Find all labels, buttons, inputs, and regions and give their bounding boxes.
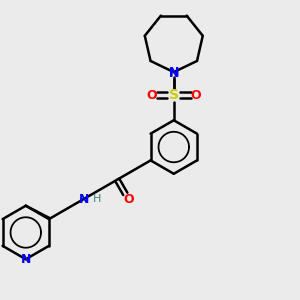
Text: N: N — [169, 66, 179, 79]
Text: H: H — [93, 194, 101, 204]
Text: O: O — [123, 193, 134, 206]
Text: N: N — [169, 67, 179, 80]
Text: N: N — [79, 193, 89, 206]
Text: N: N — [21, 253, 31, 266]
Text: O: O — [146, 88, 157, 101]
Text: S: S — [169, 88, 179, 102]
Text: O: O — [191, 88, 201, 101]
